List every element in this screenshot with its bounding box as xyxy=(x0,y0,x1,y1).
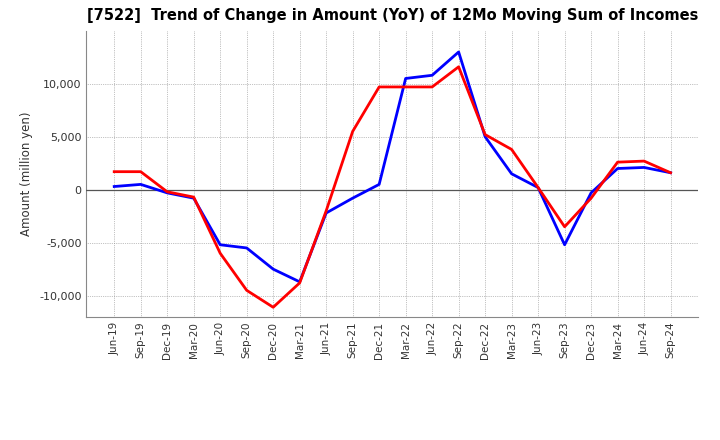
Ordinary Income xyxy=(136,182,145,187)
Net Income xyxy=(216,251,225,256)
Net Income xyxy=(666,170,675,176)
Ordinary Income xyxy=(560,242,569,247)
Net Income xyxy=(110,169,119,174)
Y-axis label: Amount (million yen): Amount (million yen) xyxy=(20,112,34,236)
Net Income xyxy=(295,280,304,286)
Net Income xyxy=(560,224,569,229)
Net Income xyxy=(613,160,622,165)
Ordinary Income xyxy=(613,166,622,171)
Ordinary Income xyxy=(454,49,463,55)
Ordinary Income xyxy=(216,242,225,247)
Ordinary Income xyxy=(269,267,277,272)
Ordinary Income xyxy=(295,279,304,285)
Ordinary Income xyxy=(428,73,436,78)
Ordinary Income xyxy=(640,165,649,170)
Net Income xyxy=(243,288,251,293)
Net Income xyxy=(428,84,436,90)
Title: [7522]  Trend of Change in Amount (YoY) of 12Mo Moving Sum of Incomes: [7522] Trend of Change in Amount (YoY) o… xyxy=(86,7,698,23)
Ordinary Income xyxy=(189,195,198,201)
Ordinary Income xyxy=(401,76,410,81)
Ordinary Income xyxy=(348,195,357,201)
Ordinary Income xyxy=(481,134,490,139)
Net Income xyxy=(454,64,463,70)
Net Income xyxy=(269,304,277,310)
Ordinary Income xyxy=(243,246,251,251)
Line: Net Income: Net Income xyxy=(114,67,670,307)
Net Income xyxy=(375,84,384,90)
Ordinary Income xyxy=(666,170,675,176)
Ordinary Income xyxy=(375,182,384,187)
Ordinary Income xyxy=(508,171,516,176)
Net Income xyxy=(508,147,516,152)
Ordinary Income xyxy=(322,210,330,216)
Legend: Ordinary Income, Net Income: Ordinary Income, Net Income xyxy=(248,436,536,440)
Ordinary Income xyxy=(534,185,542,190)
Net Income xyxy=(348,129,357,134)
Net Income xyxy=(481,132,490,137)
Line: Ordinary Income: Ordinary Income xyxy=(114,52,670,282)
Net Income xyxy=(640,158,649,164)
Net Income xyxy=(322,208,330,213)
Ordinary Income xyxy=(110,184,119,189)
Net Income xyxy=(163,189,171,194)
Net Income xyxy=(136,169,145,174)
Ordinary Income xyxy=(163,190,171,195)
Ordinary Income xyxy=(587,190,595,195)
Net Income xyxy=(534,185,542,190)
Net Income xyxy=(401,84,410,90)
Net Income xyxy=(189,194,198,200)
Net Income xyxy=(587,195,595,201)
